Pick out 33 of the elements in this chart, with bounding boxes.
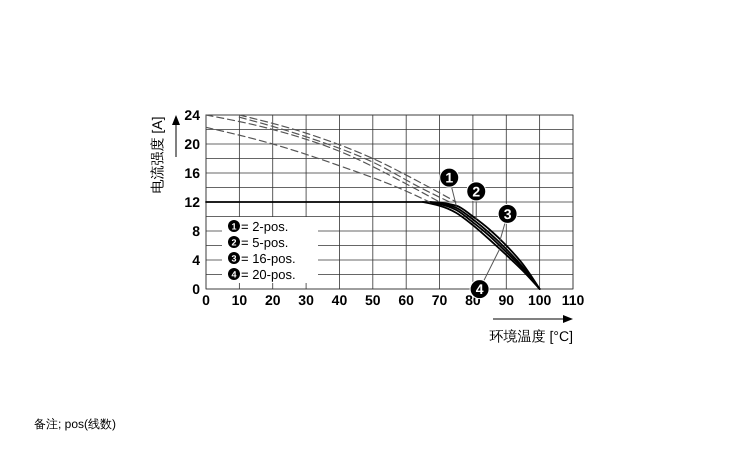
x-tick-label: 50 [365,292,381,308]
annotation: 4 [476,281,484,298]
text: 2 [231,238,237,248]
x-tick-label: 60 [398,292,414,308]
x-tick-label: 0 [202,292,210,308]
legend-label: = 2-pos. [241,219,288,234]
text: 3 [231,254,237,264]
x-tick-label: 20 [264,292,281,308]
legend-label: = 5-pos. [241,235,288,250]
legend-label: = 20-pos. [241,267,296,282]
legend-label: = 16-pos. [241,251,296,266]
text: 4 [231,270,237,280]
x-tick-label: 70 [432,292,448,308]
x-tick-label: 30 [298,292,314,308]
annotation: 2 [472,183,480,200]
x-tick-label: 90 [498,292,514,308]
x-tick-label: 10 [232,292,248,308]
y-tick-label: 20 [184,136,200,152]
annotation: 3 [504,206,512,222]
x-tick-label: 110 [562,292,585,308]
text: 1 [231,222,237,232]
y-tick-label: 0 [192,281,200,297]
y-tick-label: 4 [192,252,200,268]
text: 备注; pos(线数) [34,417,116,431]
x-tick-label: 100 [528,292,552,308]
y-tick-label: 16 [184,165,200,181]
y-tick-label: 12 [184,194,200,210]
y-axis-title: 电流强度 [A] [149,116,165,194]
y-tick-label: 24 [184,107,200,123]
annotation: 1 [445,170,454,186]
x-tick-label: 40 [332,292,348,308]
x-axis-title: 环境温度 [°C] [490,328,573,344]
y-tick-label: 8 [192,223,200,239]
